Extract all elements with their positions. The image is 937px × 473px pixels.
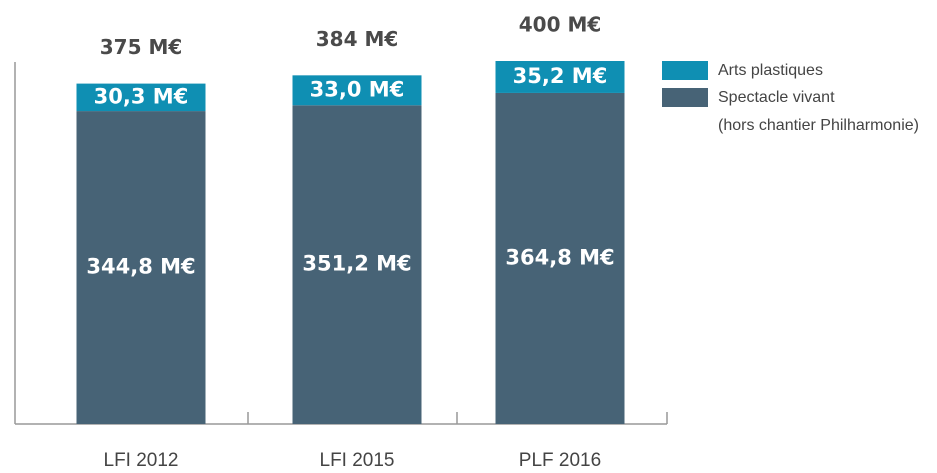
data-label: 33,0 M€ bbox=[310, 77, 405, 101]
data-label: 30,3 M€ bbox=[94, 84, 189, 108]
legend-swatch bbox=[662, 61, 708, 80]
bar-segment bbox=[76, 111, 206, 425]
data-label: 364,8 M€ bbox=[505, 245, 614, 269]
data-label: 351,2 M€ bbox=[302, 252, 411, 276]
total-label: 375 M€ bbox=[100, 35, 183, 59]
legend-note: (hors chantier Philharmonie) bbox=[718, 117, 919, 134]
x-tick-label: LFI 2012 bbox=[104, 450, 179, 471]
legend-swatch bbox=[662, 88, 708, 107]
legend-label: Spectacle vivant bbox=[718, 89, 835, 106]
data-label: 344,8 M€ bbox=[86, 255, 195, 279]
data-label: 35,2 M€ bbox=[513, 64, 608, 88]
x-tick-label: LFI 2015 bbox=[320, 450, 395, 471]
bar-segment bbox=[292, 105, 422, 424]
bar-segment bbox=[76, 83, 206, 112]
bar-segment bbox=[495, 61, 625, 93]
total-label: 400 M€ bbox=[519, 13, 602, 37]
x-tick-label: PLF 2016 bbox=[519, 450, 601, 471]
bar-segment bbox=[495, 92, 625, 424]
total-label: 384 M€ bbox=[316, 27, 399, 51]
legend-label: Arts plastiques bbox=[718, 62, 823, 79]
bar-segment bbox=[292, 75, 422, 106]
